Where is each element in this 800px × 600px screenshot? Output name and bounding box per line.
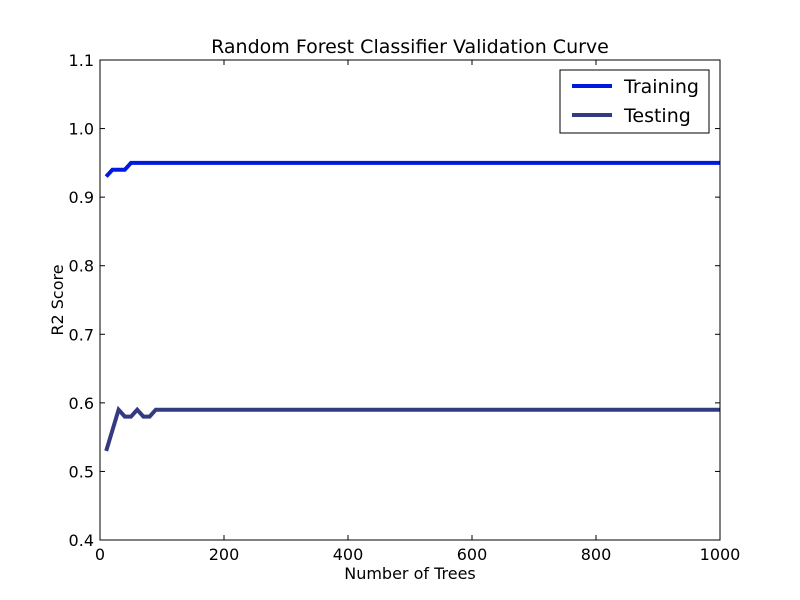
series-line-testing — [104, 405, 720, 452]
y-tick-label: 0.5 — [69, 462, 94, 481]
y-tick-label: 0.6 — [69, 394, 94, 413]
legend: Training Testing — [559, 69, 710, 134]
x-axis-title: Number of Trees — [344, 564, 476, 583]
y-tick-label: 0.9 — [69, 188, 94, 207]
ticks-layer: 0 200 400 600 800 1000 0.4 0.5 0.6 0.7 0.8 0.9 1.0 1.… — [69, 51, 741, 564]
y-tick-label: 1.1 — [69, 51, 94, 70]
x-tick-label: 800 — [581, 545, 612, 564]
y-tick-label: 0.7 — [69, 325, 94, 344]
legend-label-training: Training — [623, 76, 699, 98]
legend-box — [559, 69, 710, 134]
x-tick-label: 200 — [209, 545, 240, 564]
legend-label-testing: Testing — [623, 105, 691, 127]
y-tick-label: 1.0 — [69, 120, 94, 139]
plot-frame — [99, 59, 721, 541]
y-tick-label: 0.4 — [69, 531, 94, 550]
plot-area — [100, 60, 720, 540]
chart-title: Random Forest Classifier Validation Curv… — [211, 36, 609, 58]
x-tick-label: 600 — [457, 545, 488, 564]
y-tick-label: 0.8 — [69, 257, 94, 276]
series-layer — [104, 160, 720, 452]
y-axis-title: R2 Score — [48, 264, 67, 335]
x-tick-label: 0 — [95, 545, 105, 564]
x-tick-label: 400 — [333, 545, 364, 564]
x-tick-label: 1000 — [700, 545, 741, 564]
series-line-training — [104, 160, 720, 178]
